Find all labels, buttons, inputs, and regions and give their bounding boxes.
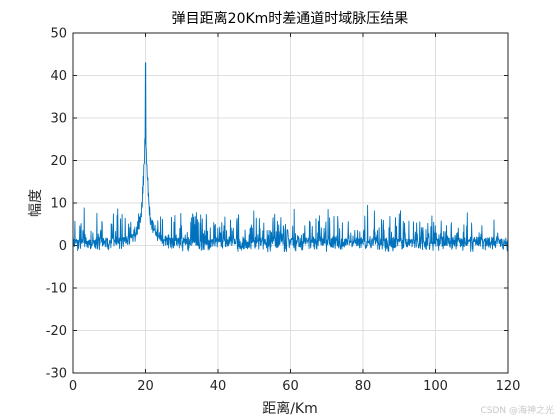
y-tick-label: 30 (50, 112, 67, 127)
y-tick-label: 20 (50, 154, 67, 169)
y-tick-label: 10 (50, 197, 67, 212)
x-tick-labels: 0 20 40 60 80 100 120 (69, 379, 521, 394)
series-line (73, 62, 508, 253)
y-tick-label: -10 (46, 282, 67, 297)
y-tick-label: -20 (46, 324, 67, 339)
x-axis-label: 距离/Km (262, 400, 318, 417)
y-tick-label: -30 (46, 367, 67, 382)
y-tick-label: 50 (50, 27, 67, 42)
x-tick-label: 0 (69, 379, 77, 394)
x-tick-label: 80 (355, 379, 372, 394)
plot-area (73, 62, 508, 253)
x-tick-label: 20 (137, 379, 154, 394)
x-tick-label: 60 (282, 379, 299, 394)
y-tick-labels: -30 -20 -10 0 10 20 30 40 50 (46, 27, 67, 382)
y-tick-label: 40 (50, 69, 67, 84)
x-tick-label: 40 (210, 379, 227, 394)
x-tick-label: 120 (496, 379, 521, 394)
chart-title: 弹目距离20Km时差通道时域脉压结果 (172, 10, 409, 27)
y-axis-label: 幅度 (28, 189, 44, 217)
y-tick-label: 0 (59, 239, 67, 254)
x-tick-label: 100 (423, 379, 448, 394)
ticks (72, 32, 509, 374)
watermark: CSDN @海神之光 (480, 406, 554, 416)
